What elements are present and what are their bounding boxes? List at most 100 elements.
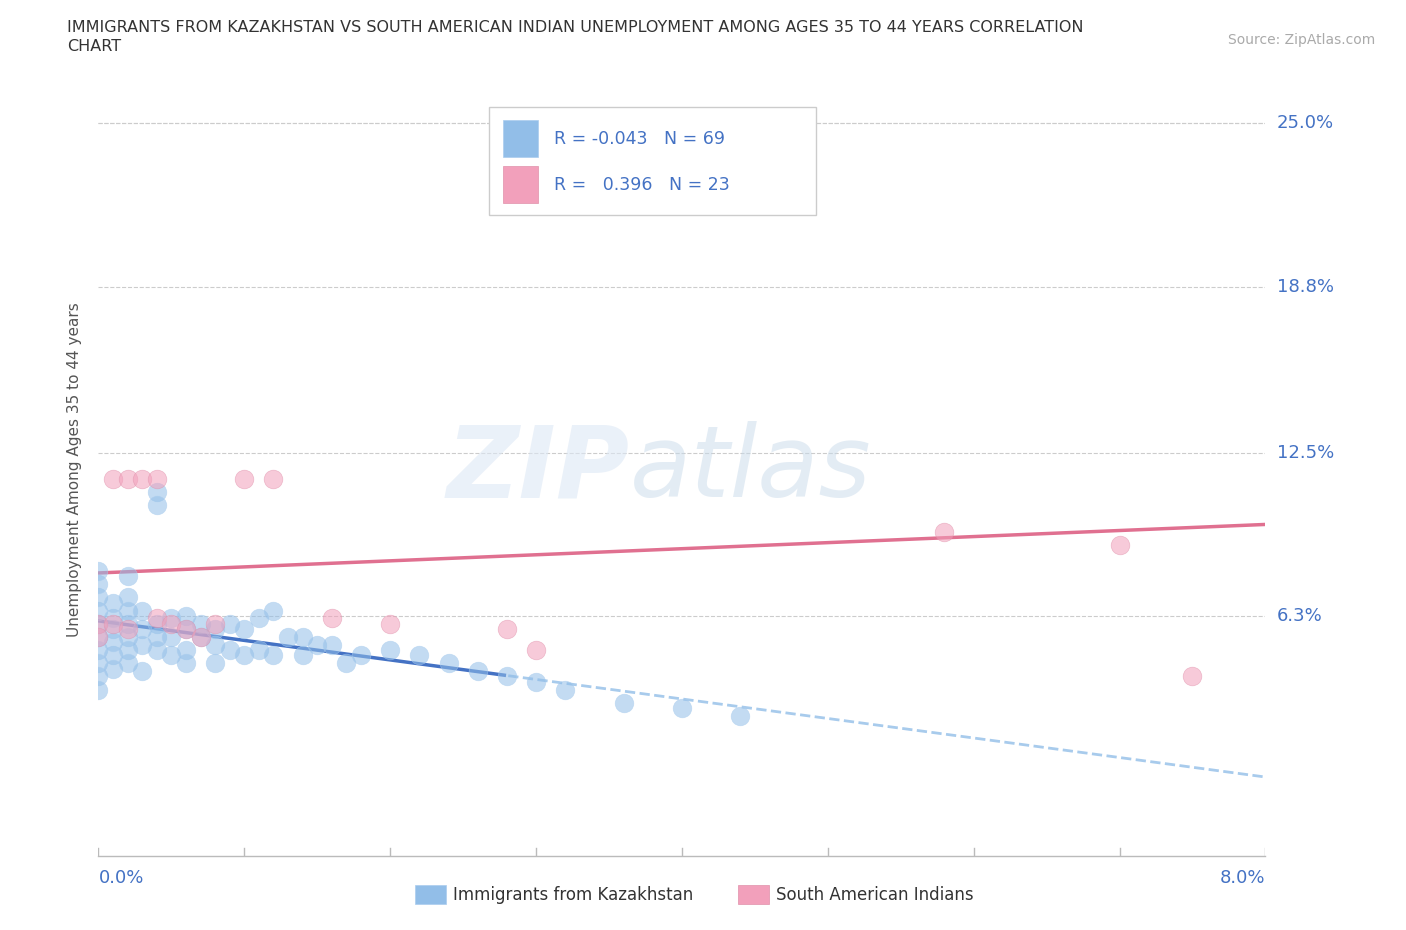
Point	[408, 648, 430, 663]
Point	[146, 643, 169, 658]
Point	[174, 621, 197, 636]
Point	[335, 656, 357, 671]
Point	[146, 611, 169, 626]
Point	[174, 643, 197, 658]
Point	[146, 617, 169, 631]
Point	[131, 621, 153, 636]
Point	[730, 709, 752, 724]
Y-axis label: Unemployment Among Ages 35 to 44 years: Unemployment Among Ages 35 to 44 years	[67, 302, 83, 637]
Point	[101, 617, 124, 631]
Point	[247, 643, 270, 658]
Point	[131, 637, 153, 652]
Point	[160, 617, 183, 631]
Text: R =   0.396   N = 23: R = 0.396 N = 23	[554, 176, 730, 193]
Point	[671, 700, 693, 715]
Point	[160, 630, 183, 644]
Point	[204, 621, 226, 636]
Point	[730, 131, 752, 146]
Point	[321, 637, 343, 652]
Point	[174, 608, 197, 623]
Point	[87, 683, 110, 698]
Point	[101, 472, 124, 486]
Point	[612, 696, 634, 711]
Point	[87, 617, 110, 631]
Point	[146, 472, 169, 486]
Text: 8.0%: 8.0%	[1220, 869, 1265, 887]
Text: IMMIGRANTS FROM KAZAKHSTAN VS SOUTH AMERICAN INDIAN UNEMPLOYMENT AMONG AGES 35 T: IMMIGRANTS FROM KAZAKHSTAN VS SOUTH AMER…	[67, 20, 1084, 35]
Point	[262, 472, 284, 486]
Point	[146, 498, 169, 512]
Point	[131, 664, 153, 679]
Point	[87, 643, 110, 658]
Point	[204, 637, 226, 652]
Point	[87, 564, 110, 578]
Point	[101, 661, 124, 676]
Text: ZIP: ZIP	[446, 421, 630, 518]
Point	[524, 674, 547, 689]
Point	[87, 669, 110, 684]
Point	[496, 621, 519, 636]
Point	[262, 648, 284, 663]
Point	[117, 590, 139, 604]
Point	[146, 630, 169, 644]
Text: 25.0%: 25.0%	[1277, 114, 1334, 132]
Point	[380, 643, 402, 658]
Point	[190, 630, 212, 644]
Point	[117, 604, 139, 618]
Point	[87, 656, 110, 671]
Point	[204, 617, 226, 631]
Point	[218, 617, 240, 631]
Text: 18.8%: 18.8%	[1277, 277, 1333, 296]
Point	[277, 630, 299, 644]
Point	[247, 611, 270, 626]
Point	[160, 611, 183, 626]
FancyBboxPatch shape	[489, 107, 815, 215]
Text: 6.3%: 6.3%	[1277, 607, 1322, 625]
Text: Source: ZipAtlas.com: Source: ZipAtlas.com	[1227, 33, 1375, 46]
Point	[101, 621, 124, 636]
Point	[117, 643, 139, 658]
Point	[117, 617, 139, 631]
Point	[87, 617, 110, 631]
Point	[117, 630, 139, 644]
Point	[190, 617, 212, 631]
Point	[467, 664, 489, 679]
Point	[131, 604, 153, 618]
Point	[321, 611, 343, 626]
Text: atlas: atlas	[630, 421, 872, 518]
Point	[380, 617, 402, 631]
Point	[174, 621, 197, 636]
Point	[233, 648, 256, 663]
Point	[233, 621, 256, 636]
Point	[101, 611, 124, 626]
Bar	[503, 120, 538, 157]
Point	[437, 656, 460, 671]
Point	[262, 604, 284, 618]
Point	[87, 590, 110, 604]
Point	[291, 648, 314, 663]
Point	[218, 643, 240, 658]
Point	[524, 643, 547, 658]
Point	[496, 669, 519, 684]
Text: South American Indians: South American Indians	[776, 885, 974, 904]
Point	[291, 630, 314, 644]
Point	[204, 656, 226, 671]
Point	[117, 472, 139, 486]
Point	[101, 595, 124, 610]
Point	[87, 577, 110, 591]
Text: CHART: CHART	[67, 39, 121, 54]
Point	[934, 525, 956, 539]
Bar	[503, 166, 538, 204]
Point	[1108, 538, 1130, 552]
Point	[87, 630, 110, 644]
Point	[233, 472, 256, 486]
Text: R = -0.043   N = 69: R = -0.043 N = 69	[554, 129, 724, 148]
Point	[146, 485, 169, 499]
Text: 0.0%: 0.0%	[98, 869, 143, 887]
Point	[174, 656, 197, 671]
Point	[160, 648, 183, 663]
Point	[350, 648, 373, 663]
Point	[101, 635, 124, 650]
Point	[87, 604, 110, 618]
Point	[101, 648, 124, 663]
